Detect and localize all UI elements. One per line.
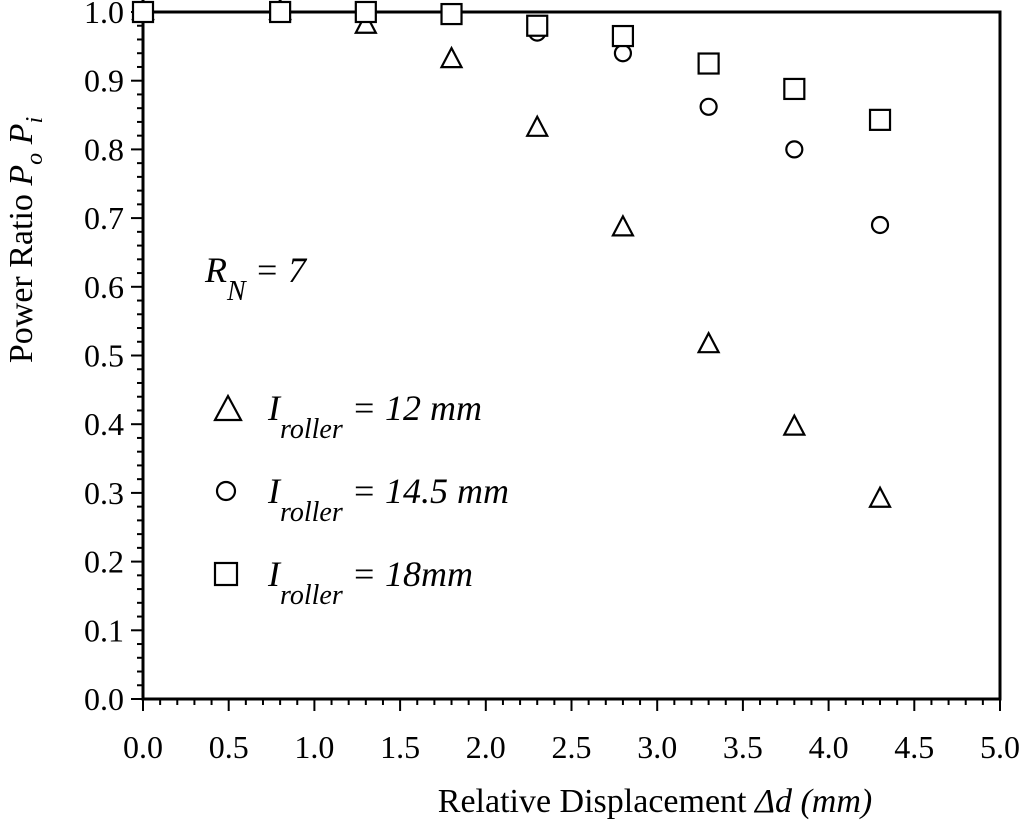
legend-entry-12mm: Iroller = 12 mm [213, 388, 482, 445]
data-point-circle [699, 97, 718, 116]
y-tick-label: 0.0 [84, 681, 124, 717]
x-tick-label: 5.0 [980, 729, 1020, 765]
y-tick-label: 0.4 [84, 406, 124, 442]
rn-annotation: RN = 7 [204, 250, 308, 307]
legend-label-14-5mm: Iroller = 14.5 mm [267, 471, 509, 528]
legend-entry-14-5mm: Iroller = 14.5 mm [215, 471, 509, 528]
x-axis-ticks: 0.0 0.5 1.0 1.5 2.0 2.5 3.0 3.5 4.0 4.5 5.0 [123, 699, 1020, 765]
data-point-square [611, 24, 635, 48]
y-tick-label: 0.2 [84, 544, 124, 580]
legend-circle-marker [215, 480, 237, 502]
y-tick-label: 0.5 [84, 338, 124, 374]
x-tick-label: 2.0 [466, 729, 506, 765]
data-point-triangle [782, 413, 807, 436]
y-tick-label: 1.0 [84, 0, 124, 30]
legend: Iroller = 12 mm Iroller = 14.5 mm Irolle… [213, 388, 509, 611]
data-point-triangle [439, 45, 464, 69]
x-axis-label: Relative Displacement Δd (mm) [438, 783, 872, 820]
y-tick-label: 0.3 [84, 475, 124, 511]
data-points [131, 0, 892, 508]
y-tick-label: 0.9 [84, 63, 124, 99]
x-tick-label: 4.5 [894, 729, 934, 765]
data-point-square [131, 0, 155, 24]
series-circle [133, 2, 890, 235]
y-tick-label: 0.1 [84, 612, 124, 648]
data-point-square [354, 0, 377, 24]
y-tick-label: 0.7 [84, 200, 124, 236]
plot-frame [141, 10, 1002, 701]
data-point-square [697, 52, 720, 75]
x-tick-label: 4.0 [809, 729, 849, 765]
x-tick-label: 3.5 [723, 729, 763, 765]
data-point-circle [785, 140, 804, 159]
x-tick-label: 1.5 [380, 729, 420, 765]
data-point-circle [870, 215, 890, 235]
y-tick-label: 0.6 [84, 269, 124, 305]
y-tick-label: 0.8 [84, 131, 124, 167]
data-point-triangle [868, 485, 892, 508]
x-tick-label: 2.5 [552, 729, 592, 765]
data-point-square [783, 77, 806, 101]
y-axis-label: Power Ratio Po Pi [3, 117, 48, 363]
data-point-square [440, 2, 463, 26]
data-point-triangle [696, 330, 721, 354]
series-square [131, 0, 892, 131]
x-tick-label: 0.0 [123, 729, 163, 765]
data-point-square [526, 14, 549, 37]
x-tick-label: 3.0 [637, 729, 677, 765]
data-point-square [868, 108, 892, 131]
legend-entry-18mm: Iroller = 18mm [213, 554, 473, 611]
x-tick-label: 1.0 [294, 729, 334, 765]
legend-label-12mm: Iroller = 12 mm [267, 388, 482, 445]
data-point-triangle [353, 11, 378, 34]
legend-label-18mm: Iroller = 18mm [267, 554, 473, 611]
y-axis-ticks: 0.0 0.1 0.2 0.3 0.4 0.5 0.6 0.7 0.8 0.9 1.0 [84, 0, 143, 717]
data-point-circle [613, 44, 633, 63]
legend-triangle-marker [213, 393, 243, 422]
data-point-square [269, 0, 292, 24]
data-point-triangle [611, 214, 635, 237]
x-tick-label: 0.5 [209, 729, 249, 765]
legend-square-marker [213, 561, 239, 587]
data-point-triangle [525, 114, 550, 137]
